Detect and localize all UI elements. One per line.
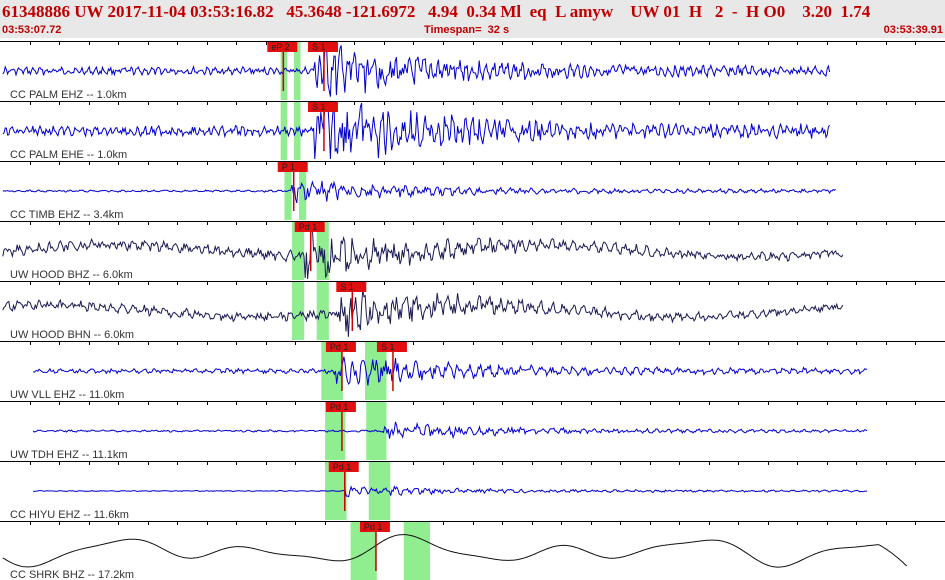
pick-flag[interactable] — [328, 462, 359, 472]
waveform-trace — [2, 534, 908, 568]
channel-panel[interactable]: S 1 CC PALM EHE -- 1.0km — [0, 101, 945, 161]
waveform-trace — [2, 102, 831, 160]
pick-label: S 1 — [312, 42, 326, 52]
channel-panel[interactable]: Pd 1 CC HIYU EHZ -- 11.6km — [0, 461, 945, 521]
timespan-label: Timespan= 32 s — [424, 24, 510, 36]
s-window — [403, 522, 430, 580]
pick-flag[interactable] — [267, 42, 298, 52]
pick-label: eP 2 — [271, 42, 289, 52]
waveform-trace — [2, 180, 836, 204]
channel-label: UW HOOD BHN -- 6.0km — [10, 329, 134, 341]
p-window — [292, 282, 305, 340]
s-window — [293, 42, 301, 100]
waveform-trace — [32, 356, 868, 386]
s-window — [316, 222, 329, 280]
pick-label: Pd 1 — [330, 402, 349, 412]
pick-label: Pd 1 — [333, 462, 352, 472]
pick-label: Pd 1 — [364, 522, 383, 532]
start-time: 03:53:07.72 — [2, 24, 62, 36]
p-window — [292, 222, 305, 280]
channel-label: UW HOOD BHZ -- 6.0km — [10, 269, 133, 281]
pick-flag[interactable] — [336, 282, 367, 292]
s-window — [299, 162, 307, 220]
pick-label: S 1 — [381, 342, 395, 352]
channel-label: UW TDH EHZ -- 11.1km — [10, 449, 128, 461]
waveform-trace — [33, 485, 868, 498]
pick-flag[interactable] — [325, 402, 356, 412]
channel-panel[interactable]: S 1 UW HOOD BHN -- 6.0km — [0, 281, 945, 341]
pick-flag[interactable] — [294, 222, 325, 232]
channel-panel[interactable]: P 1 CC TIMB EHZ -- 3.4km — [0, 161, 945, 221]
pick-label: Pd 1 — [299, 222, 318, 232]
channel-panel[interactable]: Pd 1 UW TDH EHZ -- 11.1km — [0, 401, 945, 461]
p-window — [321, 342, 343, 400]
s-window — [293, 102, 301, 160]
channel-panel[interactable]: Pd 1 S 1 UW VLL EHZ -- 11.0km — [0, 341, 945, 401]
pick-label: P 1 — [282, 162, 295, 172]
channel-label: UW VLL EHZ -- 11.0km — [10, 389, 124, 401]
pick-label: S 1 — [340, 282, 354, 292]
channel-panel[interactable]: Pd 1 CC SHRK BHZ -- 17.2km — [0, 521, 945, 580]
pick-flag[interactable] — [325, 342, 356, 352]
pick-flag[interactable] — [307, 42, 338, 52]
channel-label: CC PALM EHZ -- 1.0km — [10, 89, 127, 101]
pick-flag[interactable] — [359, 522, 390, 532]
waveform-trace — [2, 44, 831, 97]
record-header: 61348886 UW 2017-11-04 03:53:16.82 45.36… — [0, 0, 945, 38]
channel-label: CC PALM EHE -- 1.0km — [10, 149, 127, 161]
event-title: 61348886 UW 2017-11-04 03:53:16.82 45.36… — [2, 2, 871, 21]
s-window — [364, 342, 387, 400]
seismogram-panel[interactable]: eP 2 S 1 CC PALM EHZ -- 1.0km S 1 CC PALM EH… — [0, 38, 945, 580]
pick-flag[interactable] — [307, 102, 338, 112]
end-time: 03:53:39.91 — [883, 24, 943, 36]
waveform-trace — [2, 289, 844, 337]
channel-label: CC HIYU EHZ -- 11.6km — [10, 509, 129, 521]
channel-label: CC TIMB EHZ -- 3.4km — [10, 209, 123, 221]
pick-label: Pd 1 — [330, 342, 349, 352]
waveform-trace — [2, 227, 844, 280]
pick-flag[interactable] — [376, 342, 407, 352]
channel-panel[interactable]: eP 2 S 1 CC PALM EHZ -- 1.0km — [0, 41, 945, 101]
channel-label: CC SHRK BHZ -- 17.2km — [10, 569, 134, 580]
pick-flag[interactable] — [277, 162, 308, 172]
pick-label: S 1 — [312, 102, 326, 112]
channel-panel[interactable]: Pd 1 UW HOOD BHZ -- 6.0km — [0, 221, 945, 281]
waveform-trace — [32, 421, 868, 440]
